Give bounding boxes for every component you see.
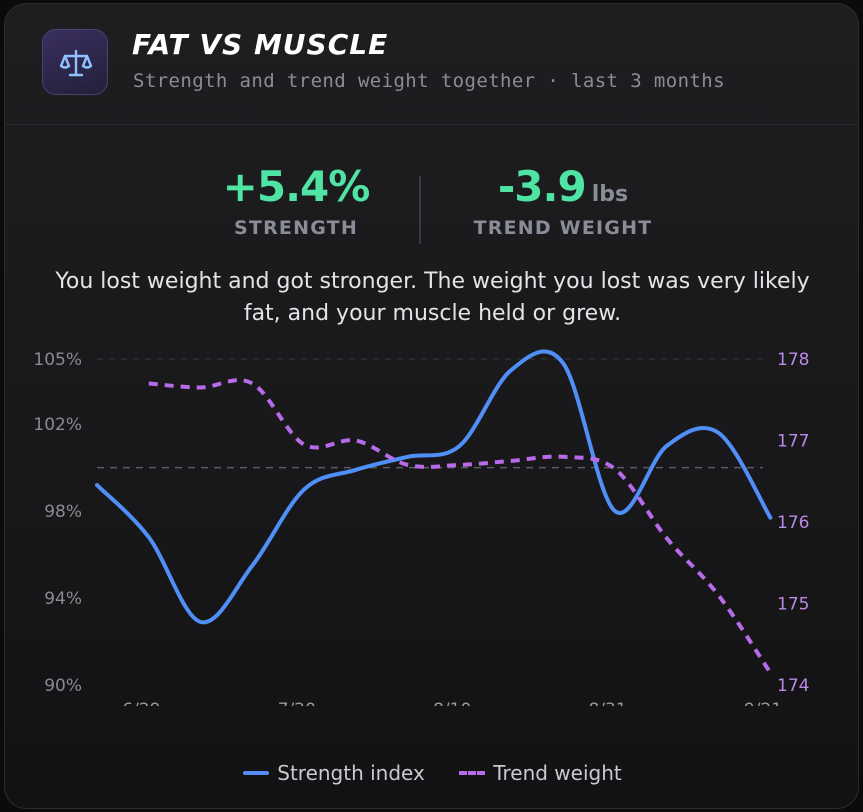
legend-label-weight: Trend weight	[493, 761, 622, 785]
left-axis-tick-label: 90%	[44, 676, 82, 696]
x-axis-ticks: 6/29 7/20 8/10 8/31 9/21	[122, 700, 782, 706]
x-axis-tick-label: 8/10	[433, 700, 471, 706]
strength-value: +5.4%	[222, 162, 371, 211]
chart-legend: Strength index Trend weight	[5, 756, 858, 785]
strength-stat: +5.4% STRENGTH	[200, 162, 392, 239]
x-axis-tick-label: 6/29	[122, 700, 160, 706]
right-axis-tick-label: 178	[777, 350, 809, 370]
x-axis-tick-label: 7/20	[278, 700, 316, 706]
strength-label: STRENGTH	[234, 217, 358, 239]
x-axis-tick-label: 8/31	[589, 700, 627, 706]
right-axis-tick-label: 175	[777, 595, 809, 615]
strength-index-line	[95, 349, 773, 625]
legend-item-strength: Strength index	[243, 761, 425, 785]
insight-message: You lost weight and got stronger. The we…	[55, 269, 810, 326]
trend-weight-value: -3.9 lbs	[457, 162, 669, 211]
legend-item-weight: Trend weight	[459, 761, 622, 785]
trend-weight-label: TREND WEIGHT	[473, 217, 653, 239]
right-axis-ticks: 174 175 176 177 178	[777, 350, 809, 696]
trend-weight-stat: -3.9 lbs TREND WEIGHT	[457, 162, 669, 239]
right-axis-tick-label: 177	[777, 432, 809, 452]
strength-line-swatch	[243, 771, 270, 775]
left-axis-tick-label: 94%	[44, 589, 82, 609]
left-axis-ticks: 90% 94% 98% 102% 105%	[33, 350, 82, 696]
left-axis-tick-label: 105%	[33, 350, 82, 370]
trend-weight-unit: lbs	[591, 182, 629, 207]
stat-divider	[419, 176, 421, 244]
card-header: FAT VS MUSCLE Strength and trend weight …	[5, 4, 858, 125]
weight-line-swatch	[459, 771, 486, 775]
card-subtitle: Strength and trend weight together · las…	[133, 70, 725, 92]
x-axis-tick-label: 9/21	[744, 700, 782, 706]
left-axis-tick-label: 98%	[44, 502, 82, 522]
right-axis-tick-label: 174	[777, 676, 809, 696]
trend-weight-number: -3.9	[497, 162, 587, 211]
right-axis-tick-label: 176	[777, 513, 809, 533]
chart-grid	[97, 358, 763, 469]
card-title: FAT VS MUSCLE	[132, 28, 389, 61]
left-axis-tick-label: 102%	[33, 415, 82, 435]
trend-weight-line	[148, 378, 773, 674]
legend-label-strength: Strength index	[277, 761, 425, 785]
fat-vs-muscle-card: FAT VS MUSCLE Strength and trend weight …	[4, 3, 859, 809]
chart-series	[95, 349, 773, 674]
scale-icon	[42, 29, 108, 95]
strength-weight-chart: 90% 94% 98% 102% 105% 174 175 176 177 178 6/29 7/…	[33, 349, 809, 706]
